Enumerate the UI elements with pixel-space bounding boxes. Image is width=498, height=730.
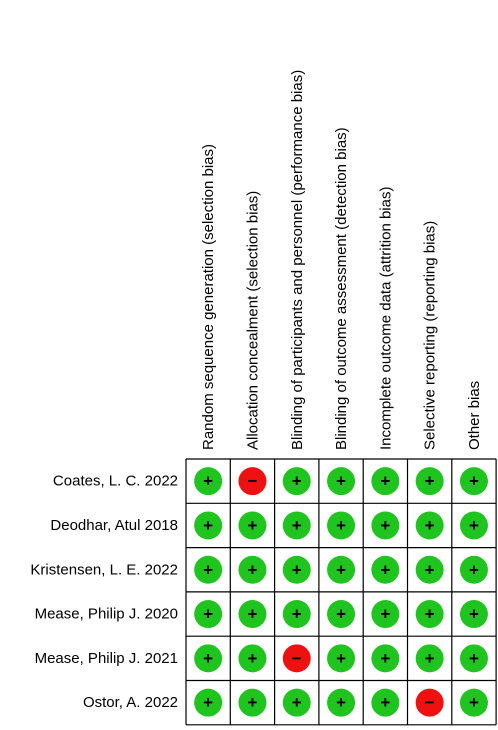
judgment-symbol: + [292,560,302,579]
judgment-circle [459,555,488,584]
judgment-symbol: + [425,560,435,579]
judgment-symbol: − [425,693,435,712]
judgment-circle [371,467,400,496]
judgment-symbol: + [247,560,257,579]
judgment-symbol: + [380,649,390,668]
judgment-symbol: + [469,693,479,712]
judgment-circle [238,644,267,673]
judgment-circle [459,688,488,717]
judgment-symbol: + [292,516,302,535]
judgment-circle [415,555,444,584]
row-label: Mease, Philip J. 2021 [35,650,178,667]
row-label: Kristensen, L. E. 2022 [30,561,178,578]
judgment-symbol: + [380,560,390,579]
judgment-symbol: − [247,472,257,491]
judgment-circle [327,511,356,540]
column-header: Blinding of outcome assessment (detectio… [333,127,350,450]
judgment-symbol: + [336,472,346,491]
judgment-symbol: + [336,693,346,712]
judgment-symbol: − [292,649,302,668]
judgment-circle [194,555,223,584]
judgment-symbol: + [292,472,302,491]
judgment-symbol: + [292,605,302,624]
judgment-symbol: + [469,472,479,491]
judgment-circle [282,600,311,629]
column-header: Blinding of participants and personnel (… [289,70,306,450]
judgment-circle [238,688,267,717]
judgment-circle [238,555,267,584]
judgment-symbol: + [469,516,479,535]
judgment-circle [194,600,223,629]
judgment-circle [415,644,444,673]
judgment-circle [327,555,356,584]
judgment-symbol: + [425,605,435,624]
judgment-circle [327,688,356,717]
judgment-symbol: + [203,693,213,712]
judgment-symbol: + [380,472,390,491]
judgment-circle [371,688,400,717]
column-header: Random sequence generation (selection bi… [200,144,217,450]
row-label: Ostor, A. 2022 [83,694,178,711]
judgment-symbol: + [247,516,257,535]
judgment-symbol: + [292,693,302,712]
judgment-symbol: + [247,693,257,712]
judgment-circle [371,511,400,540]
judgment-circle [459,644,488,673]
judgment-circle [282,511,311,540]
judgment-circle [371,644,400,673]
judgment-circle [371,600,400,629]
judgment-symbol: + [336,516,346,535]
judgment-symbol: + [380,693,390,712]
judgment-circle [194,688,223,717]
judgment-symbol: + [425,472,435,491]
judgment-symbol: + [203,649,213,668]
judgment-symbol: + [469,649,479,668]
judgment-circle [194,511,223,540]
judgment-circle [238,467,267,496]
judgment-circle [282,467,311,496]
judgment-circle [194,467,223,496]
judgment-circle [327,600,356,629]
judgment-circle [459,600,488,629]
judgment-symbol: + [380,605,390,624]
judgment-symbol: + [336,560,346,579]
row-label: Mease, Philip J. 2020 [35,606,178,623]
judgment-symbol: + [203,516,213,535]
judgment-symbol: + [469,605,479,624]
judgment-circle [327,467,356,496]
judgment-circle [459,467,488,496]
judgment-symbol: + [247,649,257,668]
row-label: Deodhar, Atul 2018 [50,517,178,534]
column-header: Incomplete outcome data (attrition bias) [377,187,394,450]
judgment-circle [282,555,311,584]
judgment-circle [415,688,444,717]
column-header: Other bias [466,381,483,450]
judgment-symbol: + [336,605,346,624]
judgment-circle [327,644,356,673]
judgment-symbol: + [247,605,257,624]
judgment-circle [415,511,444,540]
judgment-circle [238,600,267,629]
judgment-circle [415,600,444,629]
judgment-circle [282,644,311,673]
judgment-symbol: + [336,649,346,668]
judgment-symbol: + [469,560,479,579]
judgment-symbol: + [203,560,213,579]
judgment-symbol: + [203,605,213,624]
column-header: Selective reporting (reporting bias) [422,221,439,450]
row-label: Coates, L. C. 2022 [53,473,178,490]
judgment-circle [459,511,488,540]
judgment-circle [415,467,444,496]
judgment-circle [282,688,311,717]
column-header: Allocation concealment (selection bias) [244,191,261,450]
judgment-circle [238,511,267,540]
judgment-circle [371,555,400,584]
judgment-circle [194,644,223,673]
judgment-symbol: + [380,516,390,535]
judgment-symbol: + [425,516,435,535]
judgment-symbol: + [425,649,435,668]
judgment-symbol: + [203,472,213,491]
